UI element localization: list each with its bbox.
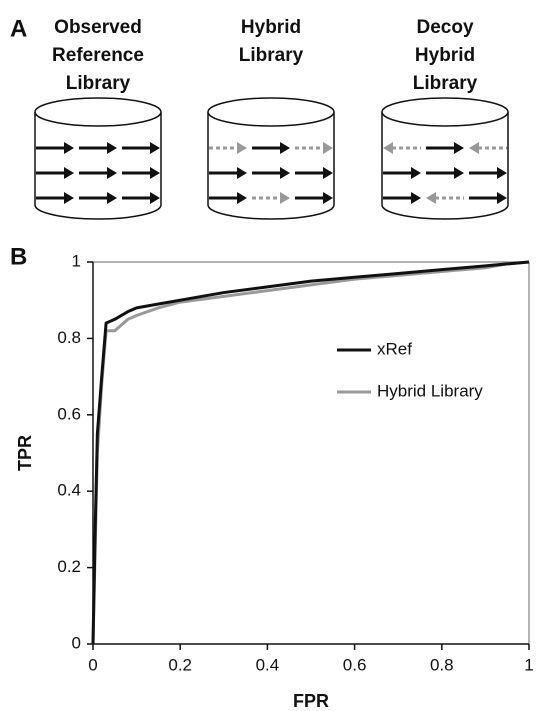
arrow-head <box>107 192 117 204</box>
x-tick-label: 0.2 <box>168 655 192 674</box>
y-tick-label: 0.2 <box>57 557 81 576</box>
arrow-head <box>150 192 160 204</box>
arrow-head <box>64 167 74 179</box>
x-tick-label: 0.4 <box>256 655 280 674</box>
cylinder-top <box>207 97 335 127</box>
arrow-head <box>150 167 160 179</box>
y-tick-label: 0.6 <box>57 404 81 423</box>
library-title: Reference <box>52 45 144 66</box>
y-axis-title: TPR <box>15 435 35 471</box>
series-line <box>91 260 530 645</box>
library-title: Hybrid <box>415 45 475 66</box>
arrow-head <box>323 192 333 204</box>
arrow-head <box>426 192 436 204</box>
x-tick-label: 1 <box>524 655 533 674</box>
arrow-head <box>454 167 464 179</box>
arrow-head <box>469 142 479 154</box>
arrow-head <box>411 167 421 179</box>
x-axis-title: FPR <box>293 691 329 711</box>
y-tick-label: 1 <box>72 251 81 270</box>
library-title: Library <box>413 73 478 94</box>
library-title: Decoy <box>416 17 473 38</box>
cylinder-body <box>207 112 335 220</box>
cylinder-top <box>34 97 162 127</box>
library-title: Observed <box>54 17 142 38</box>
cylinder-body <box>34 112 162 220</box>
arrow-head <box>64 142 74 154</box>
arrow-head <box>150 142 160 154</box>
x-tick-label: 0 <box>88 655 97 674</box>
y-tick-label: 0.8 <box>57 328 81 347</box>
arrow-head <box>497 167 507 179</box>
cylinder-top <box>381 97 509 127</box>
arrow-head <box>107 167 117 179</box>
arrow-head <box>280 142 290 154</box>
arrow-head <box>280 167 290 179</box>
series-line <box>91 260 530 645</box>
cylinder-body <box>381 112 509 220</box>
arrow-head <box>237 167 247 179</box>
arrow-head <box>383 142 393 154</box>
y-tick-label: 0 <box>72 633 81 652</box>
legend-label: xRef <box>377 339 412 358</box>
library-title: Library <box>66 73 131 94</box>
panel-label: B <box>10 243 27 270</box>
library-title: Hybrid <box>241 17 301 38</box>
arrow-head <box>280 192 290 204</box>
arrow-head <box>237 192 247 204</box>
arrow-head <box>107 142 117 154</box>
x-tick-label: 0.8 <box>430 655 454 674</box>
y-tick-label: 0.4 <box>57 481 81 500</box>
legend-label: Hybrid Library <box>377 381 483 400</box>
arrow-head <box>323 142 333 154</box>
x-tick-label: 0.6 <box>343 655 367 674</box>
arrow-head <box>497 192 507 204</box>
arrow-head <box>323 167 333 179</box>
arrow-head <box>454 142 464 154</box>
arrow-head <box>411 192 421 204</box>
library-title: Library <box>239 45 304 66</box>
arrow-head <box>237 142 247 154</box>
panel-label: A <box>10 15 27 42</box>
arrow-head <box>64 192 74 204</box>
